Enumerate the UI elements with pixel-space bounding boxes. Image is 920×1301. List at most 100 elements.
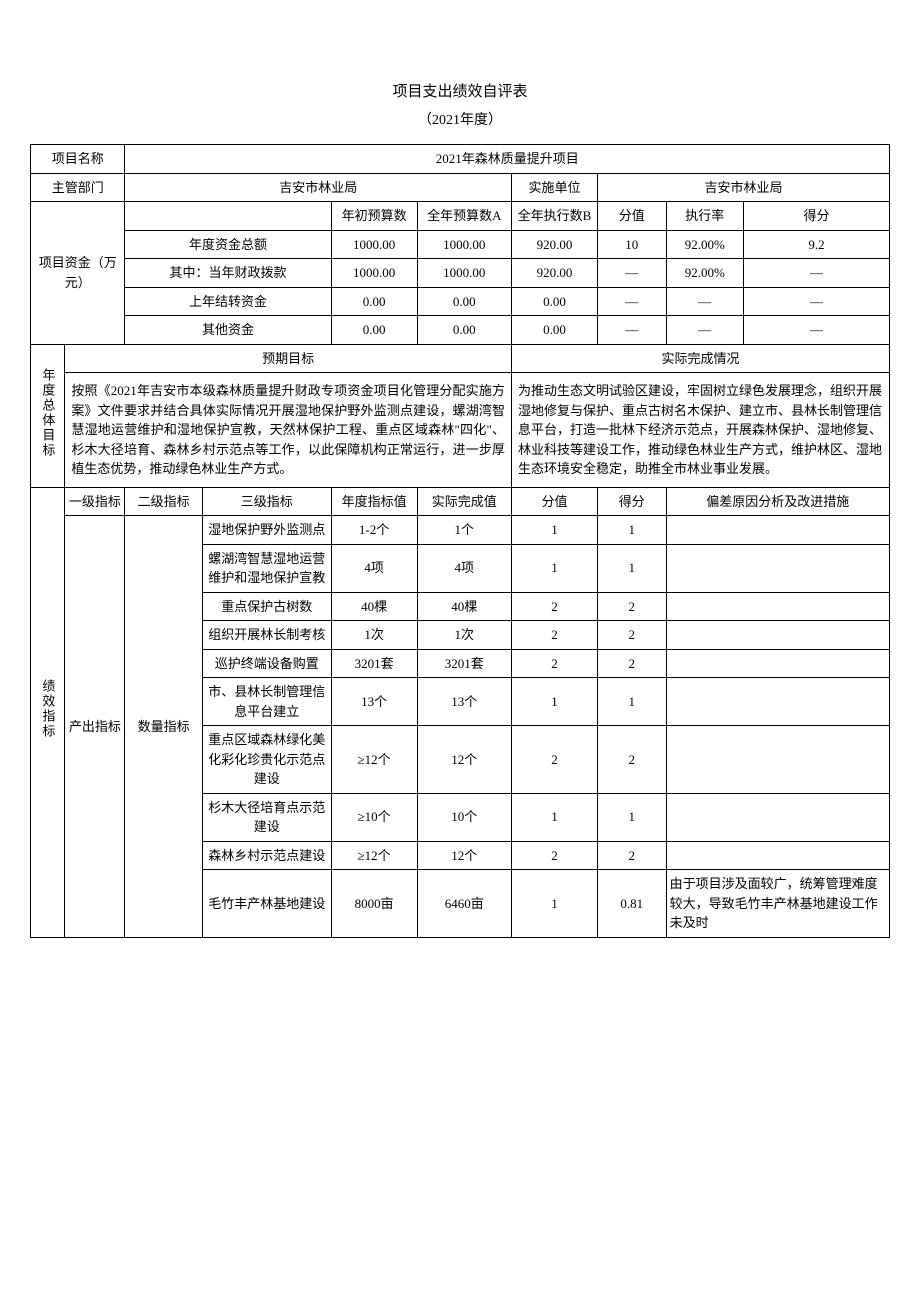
table-row: 上年结转资金 0.00 0.00 0.00 — — — xyxy=(31,287,890,316)
reason-cell: 由于项目涉及面较广，统筹管理难度较大，导致毛竹丰产林基地建设工作未及时 xyxy=(666,870,889,938)
actual-cell: 3201套 xyxy=(417,649,511,678)
reason-cell xyxy=(666,516,889,545)
score-cell: 2 xyxy=(512,649,598,678)
reason-cell xyxy=(666,649,889,678)
fund-cell: 0.00 xyxy=(331,287,417,316)
score-cell: 1 xyxy=(512,544,598,592)
l3-cell: 组织开展林长制考核 xyxy=(202,621,331,650)
fund-cell: 0.00 xyxy=(331,316,417,345)
result-cell: 2 xyxy=(597,621,666,650)
target-cell: 1-2个 xyxy=(331,516,417,545)
l3-cell: 杉木大径培育点示范建设 xyxy=(202,793,331,841)
table-row: 其中：当年财政拨款 1000.00 1000.00 920.00 — 92.00… xyxy=(31,259,890,288)
project-name-label: 项目名称 xyxy=(31,145,125,174)
score-cell: 1 xyxy=(512,870,598,938)
reason-cell xyxy=(666,621,889,650)
l3-cell: 重点保护古树数 xyxy=(202,592,331,621)
impl-unit-value: 吉安市林业局 xyxy=(597,173,889,202)
fund-cell: — xyxy=(597,316,666,345)
col-l3: 三级指标 xyxy=(202,487,331,516)
table-row: 产出指标 数量指标 湿地保护野外监测点 1-2个 1个 1 1 xyxy=(31,516,890,545)
col-score: 分值 xyxy=(597,202,666,231)
fund-cell: — xyxy=(666,316,743,345)
table-row: 年度总体目标 预期目标 实际完成情况 xyxy=(31,344,890,373)
col-score: 分值 xyxy=(512,487,598,516)
l3-cell: 市、县林长制管理信息平台建立 xyxy=(202,678,331,726)
expected-label: 预期目标 xyxy=(65,344,512,373)
fund-cell: 92.00% xyxy=(666,259,743,288)
score-cell: 2 xyxy=(512,621,598,650)
target-cell: ≥12个 xyxy=(331,726,417,794)
fund-cell: 10 xyxy=(597,230,666,259)
impl-unit-label: 实施单位 xyxy=(512,173,598,202)
actual-cell: 12个 xyxy=(417,726,511,794)
fund-cell: 1000.00 xyxy=(331,230,417,259)
actual-cell: 12个 xyxy=(417,841,511,870)
fund-cell: 920.00 xyxy=(512,230,598,259)
fund-cell: 1000.00 xyxy=(417,230,511,259)
actual-text: 为推动生态文明试验区建设，牢固树立绿色发展理念，组织开展湿地修复与保护、重点古树… xyxy=(512,373,890,488)
table-row: 主管部门 吉安市林业局 实施单位 吉安市林业局 xyxy=(31,173,890,202)
result-cell: 1 xyxy=(597,544,666,592)
fund-cell: — xyxy=(743,316,889,345)
page-subtitle: （2021年度） xyxy=(30,109,890,129)
target-cell: ≥12个 xyxy=(331,841,417,870)
result-cell: 2 xyxy=(597,592,666,621)
actual-cell: 4项 xyxy=(417,544,511,592)
fund-row-label: 上年结转资金 xyxy=(125,287,331,316)
fund-cell: 920.00 xyxy=(512,259,598,288)
target-cell: 8000亩 xyxy=(331,870,417,938)
col-target: 年度指标值 xyxy=(331,487,417,516)
fund-cell: 0.00 xyxy=(512,316,598,345)
actual-cell: 13个 xyxy=(417,678,511,726)
table-row: 其他资金 0.00 0.00 0.00 — — — xyxy=(31,316,890,345)
fund-cell: — xyxy=(743,259,889,288)
score-cell: 1 xyxy=(512,793,598,841)
expected-text: 按照《2021年吉安市本级森林质量提升财政专项资金项目化管理分配实施方案》文件要… xyxy=(65,373,512,488)
table-row: 绩效指标 一级指标 二级指标 三级指标 年度指标值 实际完成值 分值 得分 偏差… xyxy=(31,487,890,516)
target-cell: 1次 xyxy=(331,621,417,650)
fund-cell: 0.00 xyxy=(417,316,511,345)
fund-cell: 0.00 xyxy=(512,287,598,316)
reason-cell xyxy=(666,841,889,870)
l3-cell: 巡护终端设备购置 xyxy=(202,649,331,678)
actual-cell: 6460亩 xyxy=(417,870,511,938)
col-exec-b: 全年执行数B xyxy=(512,202,598,231)
fund-cell: 92.00% xyxy=(666,230,743,259)
fund-row-label: 年度资金总额 xyxy=(125,230,331,259)
result-cell: 2 xyxy=(597,841,666,870)
empty-cell xyxy=(125,202,331,231)
actual-label: 实际完成情况 xyxy=(512,344,890,373)
result-cell: 2 xyxy=(597,649,666,678)
col-result: 得分 xyxy=(743,202,889,231)
actual-cell: 40棵 xyxy=(417,592,511,621)
funds-section-label: 项目资金（万元） xyxy=(31,202,125,345)
score-cell: 2 xyxy=(512,841,598,870)
dept-label: 主管部门 xyxy=(31,173,125,202)
project-name: 2021年森林质量提升项目 xyxy=(125,145,890,174)
dept-value: 吉安市林业局 xyxy=(125,173,512,202)
result-cell: 2 xyxy=(597,726,666,794)
fund-cell: 1000.00 xyxy=(331,259,417,288)
target-cell: 40棵 xyxy=(331,592,417,621)
indicators-section-label: 绩效指标 xyxy=(31,487,65,937)
col-l2: 二级指标 xyxy=(125,487,202,516)
target-cell: 13个 xyxy=(331,678,417,726)
l3-cell: 毛竹丰产林基地建设 xyxy=(202,870,331,938)
reason-cell xyxy=(666,592,889,621)
table-row: 项目名称 2021年森林质量提升项目 xyxy=(31,145,890,174)
fund-cell: 1000.00 xyxy=(417,259,511,288)
goals-section-label: 年度总体目标 xyxy=(31,344,65,487)
result-cell: 1 xyxy=(597,793,666,841)
fund-row-label: 其他资金 xyxy=(125,316,331,345)
col-l1: 一级指标 xyxy=(65,487,125,516)
l2-qty: 数量指标 xyxy=(125,516,202,938)
target-cell: 3201套 xyxy=(331,649,417,678)
actual-cell: 1次 xyxy=(417,621,511,650)
score-cell: 2 xyxy=(512,592,598,621)
result-cell: 1 xyxy=(597,678,666,726)
reason-cell xyxy=(666,544,889,592)
l1-output: 产出指标 xyxy=(65,516,125,938)
l3-cell: 湿地保护野外监测点 xyxy=(202,516,331,545)
col-rate: 执行率 xyxy=(666,202,743,231)
